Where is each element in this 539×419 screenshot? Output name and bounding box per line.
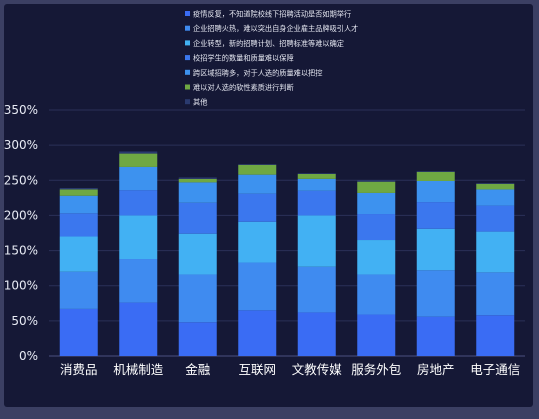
bar-segment bbox=[178, 178, 217, 183]
bar-segment bbox=[238, 193, 277, 222]
legend-label: 企业转型，新的招聘计划、招聘标准等难以确定 bbox=[193, 39, 344, 48]
bar-segment bbox=[59, 308, 98, 356]
legend-swatch bbox=[185, 69, 190, 75]
bar-segment bbox=[119, 151, 158, 154]
bar-segment bbox=[59, 188, 98, 190]
bar-segment bbox=[416, 316, 455, 356]
bar-segment bbox=[476, 205, 515, 232]
legend-label: 校招学生的数量和质量难以保障 bbox=[193, 54, 294, 63]
bar-segment bbox=[59, 271, 98, 309]
bar-segment bbox=[357, 314, 396, 356]
bar-segment bbox=[476, 231, 515, 273]
x-tick-label: 服务外包 bbox=[351, 362, 401, 377]
bar-segment bbox=[119, 259, 158, 303]
bar-segment bbox=[416, 180, 455, 203]
stacked-bar-chart: 0% 50% 100% 150% 200% 250% 300% 350% 消费品 机械制造 金融 互联… bbox=[4, 10, 525, 377]
bar-segment bbox=[357, 240, 396, 275]
bar-segment bbox=[238, 310, 277, 356]
y-tick-label: 150% bbox=[4, 244, 38, 258]
bar-segment bbox=[178, 202, 217, 234]
y-tick-label: 100% bbox=[4, 279, 38, 293]
bar-segment bbox=[119, 166, 158, 191]
x-tick-label: 电子通信 bbox=[470, 362, 520, 377]
bar-segment bbox=[59, 213, 98, 237]
bar-segment bbox=[416, 202, 455, 229]
bar-segment bbox=[297, 173, 336, 179]
bar-segment bbox=[59, 189, 98, 196]
bar-segment bbox=[238, 164, 277, 165]
y-tick-label: 250% bbox=[4, 173, 38, 187]
bar-segment bbox=[476, 183, 515, 190]
bar-segment bbox=[416, 171, 455, 172]
bar-segment bbox=[119, 302, 158, 356]
bar-segment bbox=[119, 215, 158, 260]
legend-label: 企业招聘火热，难以突出自身企业雇主品牌吸引人才 bbox=[193, 24, 358, 33]
x-tick-label: 房地产 bbox=[417, 362, 455, 377]
bar-segment bbox=[476, 272, 515, 316]
bar-segment bbox=[297, 312, 336, 356]
bar-segment bbox=[476, 183, 515, 184]
bar-segment bbox=[297, 173, 336, 174]
bar-segment bbox=[357, 274, 396, 315]
legend-label: 难以对人选的软性素质进行判断 bbox=[193, 83, 294, 92]
bar-segment bbox=[178, 274, 217, 323]
legend-swatch bbox=[185, 99, 190, 105]
legend-label: 跨区域招聘多，对于人选的质量难以把控 bbox=[193, 68, 322, 77]
bar-segment bbox=[476, 189, 515, 206]
bar-segment bbox=[238, 262, 277, 311]
y-tick-label: 300% bbox=[4, 138, 38, 152]
bar-segment bbox=[178, 233, 217, 275]
chart-panel: 0% 50% 100% 150% 200% 250% 300% 350% 消费品 机械制造 金融 互联… bbox=[4, 4, 533, 407]
bar-segment bbox=[416, 270, 455, 317]
legend-label: 其他 bbox=[193, 98, 207, 107]
x-tick-label: 金融 bbox=[185, 362, 211, 377]
bar-segment bbox=[238, 164, 277, 175]
legend-swatch bbox=[185, 55, 190, 61]
bar-segment bbox=[59, 195, 98, 214]
bar-segment bbox=[357, 181, 396, 193]
x-tick-label: 消费品 bbox=[60, 362, 98, 377]
bar-segment bbox=[357, 180, 396, 182]
x-tick-label: 机械制造 bbox=[113, 362, 164, 377]
bar-segment bbox=[178, 177, 217, 179]
bar-segment bbox=[238, 221, 277, 263]
bar-segment bbox=[476, 315, 515, 356]
x-tick-label: 互联网 bbox=[238, 362, 276, 377]
bar-segment bbox=[119, 190, 158, 216]
legend-swatch bbox=[185, 11, 190, 16]
bar-segment bbox=[297, 266, 336, 313]
bar-segment bbox=[297, 190, 336, 216]
bar-segment bbox=[416, 228, 455, 271]
legend-label: 疫情反复，不知道院校线下招聘活动是否如期举行 bbox=[193, 10, 351, 19]
bar-segment bbox=[178, 322, 217, 356]
bar-segment bbox=[238, 174, 277, 194]
legend-swatch bbox=[185, 25, 190, 31]
bar-segment bbox=[59, 236, 98, 272]
x-tick-label: 文教传媒 bbox=[292, 362, 343, 377]
bar-segment bbox=[357, 192, 396, 215]
legend-swatch bbox=[185, 84, 190, 90]
y-tick-label: 200% bbox=[4, 208, 38, 222]
bar-segment bbox=[119, 153, 158, 167]
legend-swatch bbox=[185, 40, 190, 46]
bar-segment bbox=[357, 214, 396, 241]
bar-segment bbox=[416, 171, 455, 181]
bar-segment bbox=[297, 215, 336, 267]
y-tick-label: 0% bbox=[19, 349, 38, 363]
y-tick-label: 350% bbox=[4, 103, 38, 117]
bar-segment bbox=[178, 182, 217, 203]
y-tick-label: 50% bbox=[11, 314, 38, 328]
bar-segment bbox=[297, 178, 336, 191]
